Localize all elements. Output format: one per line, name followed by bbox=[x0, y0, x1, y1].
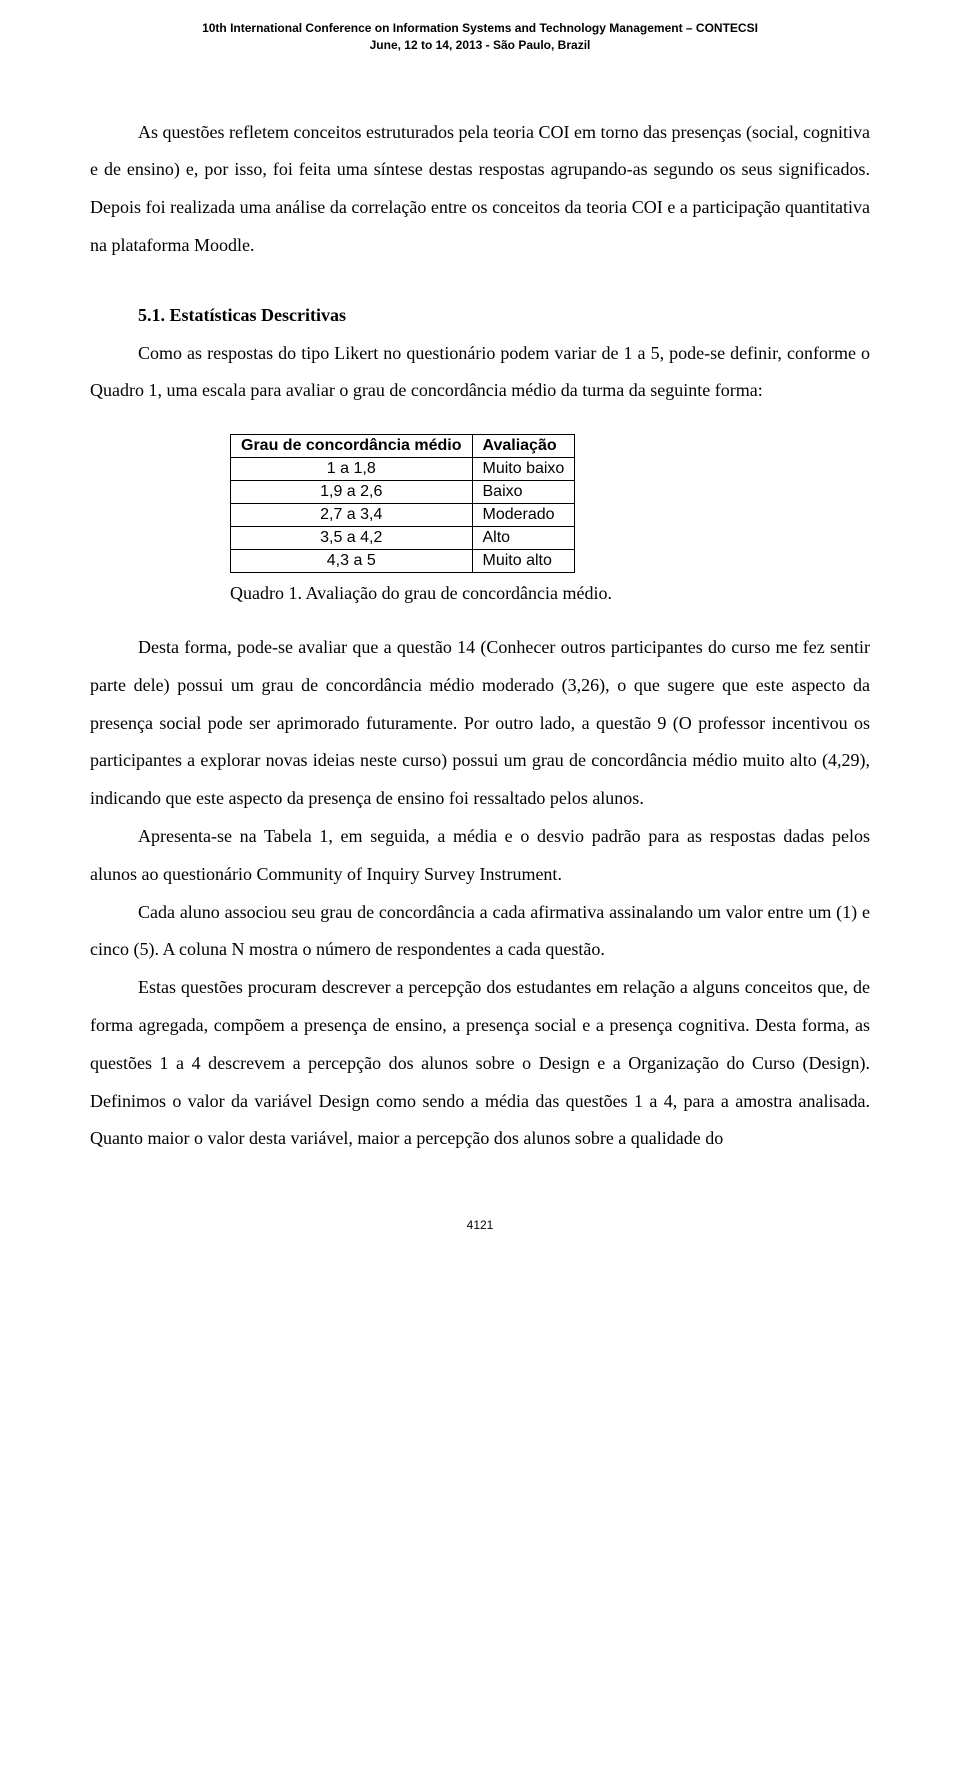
paragraph-2: Desta forma, pode-se avaliar que a quest… bbox=[90, 629, 870, 818]
paragraph-5: Estas questões procuram descrever a perc… bbox=[90, 969, 870, 1158]
cell-range: 1,9 a 2,6 bbox=[231, 481, 473, 504]
cell-label: Muito baixo bbox=[472, 458, 575, 481]
col-header-range: Grau de concordância médio bbox=[231, 435, 473, 458]
header-line-2: June, 12 to 14, 2013 - São Paulo, Brazil bbox=[90, 37, 870, 54]
section-intro: Como as respostas do tipo Likert no ques… bbox=[90, 335, 870, 411]
paragraph-1: As questões refletem conceitos estrutura… bbox=[90, 114, 870, 265]
cell-range: 3,5 a 4,2 bbox=[231, 527, 473, 550]
cell-range: 2,7 a 3,4 bbox=[231, 504, 473, 527]
section-heading: 5.1. Estatísticas Descritivas bbox=[90, 297, 870, 335]
col-header-evaluation: Avaliação bbox=[472, 435, 575, 458]
concordance-table: Grau de concordância médio Avaliação 1 a… bbox=[230, 434, 575, 573]
table-header-row: Grau de concordância médio Avaliação bbox=[231, 435, 575, 458]
cell-label: Alto bbox=[472, 527, 575, 550]
table-row: 1,9 a 2,6 Baixo bbox=[231, 481, 575, 504]
cell-label: Baixo bbox=[472, 481, 575, 504]
table-row: 4,3 a 5 Muito alto bbox=[231, 550, 575, 573]
header-line-1: 10th International Conference on Informa… bbox=[90, 20, 870, 37]
table-row: 1 a 1,8 Muito baixo bbox=[231, 458, 575, 481]
cell-label: Muito alto bbox=[472, 550, 575, 573]
cell-range: 1 a 1,8 bbox=[231, 458, 473, 481]
concordance-table-wrapper: Grau de concordância médio Avaliação 1 a… bbox=[230, 434, 870, 573]
cell-label: Moderado bbox=[472, 504, 575, 527]
paragraph-4: Cada aluno associou seu grau de concordâ… bbox=[90, 894, 870, 970]
table-row: 3,5 a 4,2 Alto bbox=[231, 527, 575, 550]
paragraph-3: Apresenta-se na Tabela 1, em seguida, a … bbox=[90, 818, 870, 894]
page-header: 10th International Conference on Informa… bbox=[90, 20, 870, 54]
cell-range: 4,3 a 5 bbox=[231, 550, 473, 573]
table-caption: Quadro 1. Avaliação do grau de concordân… bbox=[230, 575, 870, 613]
table-row: 2,7 a 3,4 Moderado bbox=[231, 504, 575, 527]
page-number: 4121 bbox=[90, 1218, 870, 1232]
